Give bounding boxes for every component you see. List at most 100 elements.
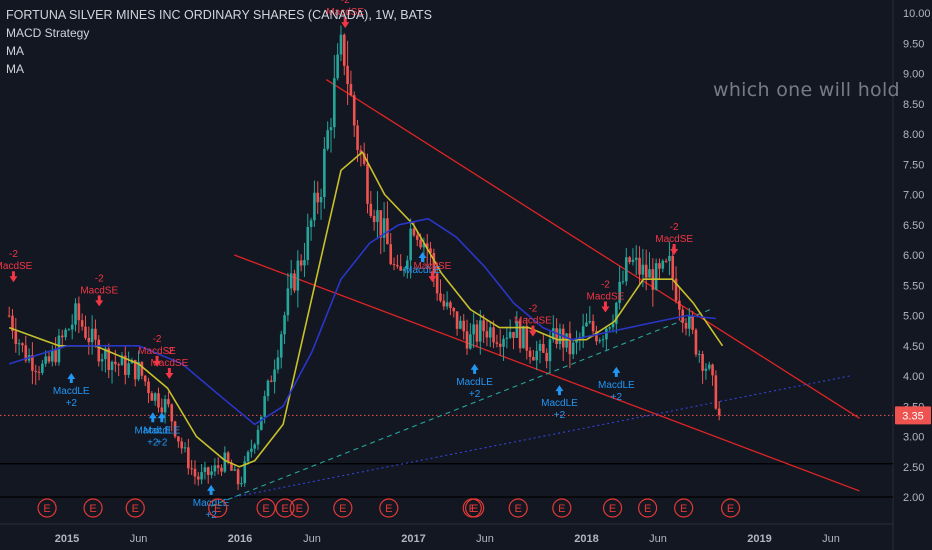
candle-body <box>200 472 203 480</box>
earnings-marker[interactable]: E <box>83 498 103 518</box>
earnings-marker[interactable]: E <box>638 498 658 518</box>
candle-body <box>133 360 137 380</box>
candle-body <box>349 84 353 96</box>
moving-average-line <box>8 151 724 468</box>
signal-label: MacdLE <box>143 425 180 436</box>
candle <box>256 425 260 451</box>
strategy-label[interactable]: MACD Strategy <box>6 26 90 40</box>
y-tick-label: 9.00 <box>903 69 924 81</box>
candle-body <box>253 444 256 449</box>
earnings-label: E <box>515 503 522 515</box>
candle-body <box>707 364 711 369</box>
candle <box>595 325 598 346</box>
earnings-marker[interactable]: E <box>333 498 353 518</box>
candle <box>253 442 256 454</box>
candle <box>585 313 588 327</box>
earnings-marker[interactable]: E <box>720 498 741 518</box>
candle-body <box>316 192 320 203</box>
earnings-marker[interactable]: E <box>275 498 295 518</box>
candle <box>147 377 150 404</box>
earnings-marker[interactable]: E <box>37 498 57 518</box>
candle-body <box>153 393 157 401</box>
candle <box>273 359 276 394</box>
ma-label-2[interactable]: MA <box>6 62 24 76</box>
candle <box>462 314 466 340</box>
candle <box>246 450 250 465</box>
signal-qty: -2 <box>341 0 350 6</box>
earnings-marker[interactable]: E <box>674 498 694 518</box>
candle-body <box>220 467 223 472</box>
earnings-marker[interactable]: E <box>465 498 485 518</box>
candle <box>7 306 11 318</box>
y-tick-label: 2.50 <box>903 462 924 474</box>
candle <box>17 339 21 356</box>
candle <box>352 91 356 137</box>
earnings-marker[interactable]: E <box>508 498 528 518</box>
symbol-title[interactable]: FORTUNA SILVER MINES INC ORDINARY SHARES… <box>6 8 433 22</box>
earnings-label: E <box>385 503 392 515</box>
candle <box>140 361 144 380</box>
trendline <box>210 308 711 507</box>
candle <box>21 342 24 353</box>
earnings-marker[interactable]: E <box>125 498 145 518</box>
candle <box>638 246 641 285</box>
earnings-marker[interactable]: E <box>256 498 276 518</box>
candle <box>306 213 310 266</box>
earnings-marker[interactable]: E <box>289 498 309 518</box>
candle-body <box>502 338 505 347</box>
trendline <box>234 375 850 498</box>
candle-body <box>568 333 572 355</box>
candle-body <box>485 331 489 338</box>
x-tick-label: Jun <box>130 533 148 545</box>
candle <box>561 324 565 361</box>
sell-arrow-icon <box>528 325 537 337</box>
buy-signal: MacdLE+2 <box>456 363 493 400</box>
candle-body <box>704 368 708 371</box>
chart-annotation-text[interactable]: which one will hold <box>713 79 900 101</box>
candle <box>711 363 714 386</box>
candle <box>14 318 18 353</box>
candle-body <box>107 348 111 370</box>
candle-body <box>644 264 648 278</box>
candle-body <box>326 130 329 149</box>
candle-body <box>233 469 237 471</box>
candle-body <box>376 210 379 223</box>
candle <box>528 347 532 364</box>
candle <box>196 472 200 486</box>
candle-body <box>535 350 539 361</box>
candle <box>309 217 313 241</box>
candle <box>681 306 684 333</box>
earnings-marker[interactable]: E <box>208 498 228 518</box>
earnings-marker[interactable]: E <box>379 498 399 518</box>
candle-body <box>117 364 120 366</box>
candle-body <box>615 302 618 324</box>
candle <box>137 350 140 382</box>
candle <box>329 118 333 153</box>
candle-body <box>439 293 442 301</box>
candle-body <box>260 416 263 430</box>
signal-label: MacdLE <box>541 398 578 409</box>
ma-label-1[interactable]: MA <box>6 44 24 58</box>
candle <box>269 375 273 383</box>
candle <box>74 298 77 332</box>
candle <box>608 326 611 332</box>
candle <box>77 296 81 334</box>
candle <box>518 318 522 353</box>
buy-arrow-icon <box>612 366 621 377</box>
earnings-marker[interactable]: E <box>552 498 572 518</box>
x-tick-label: Jun <box>822 533 840 545</box>
candle-body <box>691 316 694 330</box>
candle-body <box>717 408 721 416</box>
candle-body <box>67 329 71 331</box>
candle <box>581 313 585 348</box>
earnings-marker[interactable]: E <box>602 498 623 518</box>
signal-label: MacdLE <box>598 380 635 391</box>
candle-body <box>346 65 349 85</box>
earnings-label: E <box>262 503 269 515</box>
candle-body <box>127 363 130 375</box>
candle-body <box>352 95 356 126</box>
candle <box>153 392 157 406</box>
candle <box>210 465 213 479</box>
